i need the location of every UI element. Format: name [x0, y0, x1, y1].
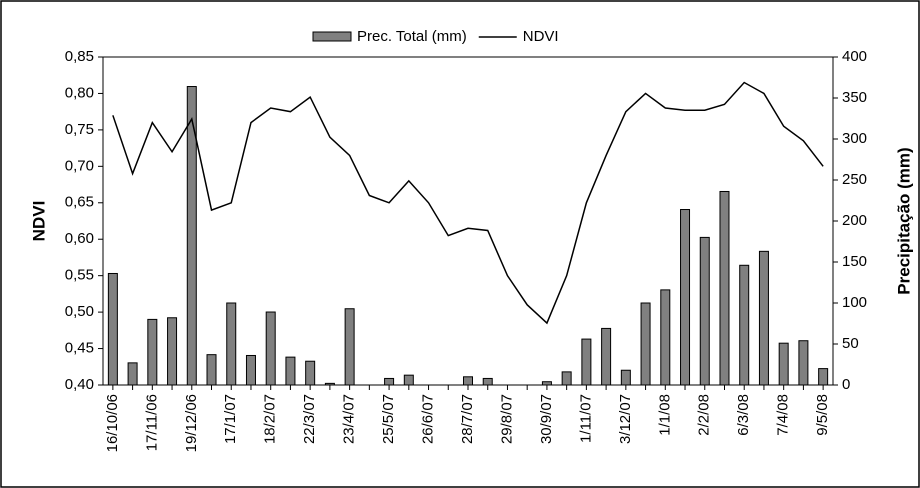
line: [112, 81, 824, 325]
y2-tick-label: 0: [842, 376, 850, 393]
y2-tick-label: 250: [842, 171, 867, 188]
x-tick-label: 17/11/06: [143, 394, 160, 451]
y2-tick-label: 350: [842, 89, 867, 106]
y2-tick-label: 100: [842, 294, 867, 311]
y-tick-label: 0,80: [65, 84, 94, 101]
bar: [581, 338, 592, 386]
bar: [305, 360, 316, 386]
bar: [403, 374, 414, 386]
y-tick-label: 0,55: [65, 267, 94, 284]
y2-tick-label: 50: [842, 335, 859, 352]
bar: [798, 340, 809, 386]
x-tick-label: 25/5/07: [380, 394, 397, 444]
x-tick-label: 19/12/06: [183, 394, 200, 452]
y-tick-label: 0,85: [65, 48, 94, 65]
x-tick-label: 2/2/08: [696, 394, 713, 436]
bar: [147, 318, 158, 386]
bar: [186, 86, 197, 386]
x-tick-label: 1/11/07: [577, 394, 594, 443]
bar: [739, 264, 750, 386]
bar: [660, 289, 671, 386]
bar: [601, 327, 612, 386]
y2-tick-label: 150: [842, 253, 867, 270]
x-tick-label: 30/9/07: [538, 394, 555, 444]
x-tick-label: 16/10/06: [104, 394, 121, 452]
bar: [482, 377, 493, 386]
x-tick-label: 22/3/07: [301, 394, 318, 444]
y-tick-label: 0,50: [65, 303, 94, 320]
bar: [265, 311, 276, 386]
y-tick-label: 0,40: [65, 376, 94, 393]
x-tick-label: 26/6/07: [420, 394, 437, 444]
legend-label: Prec. Total (mm): [357, 28, 467, 45]
y-tick-label: 0,75: [65, 121, 94, 138]
y-axis-title: NDVI: [29, 201, 48, 242]
bar: [127, 362, 138, 386]
y-tick-label: 0,65: [65, 194, 94, 211]
bar: [344, 308, 355, 386]
bar: [463, 376, 473, 386]
x-tick-label: 17/1/07: [222, 394, 239, 444]
x-tick-label: 28/7/07: [459, 394, 476, 444]
bar: [620, 369, 631, 386]
bar: [640, 302, 651, 386]
bar: [778, 342, 789, 386]
bar: [226, 302, 237, 386]
y-tick-label: 0,45: [65, 340, 94, 357]
bar: [561, 371, 572, 386]
bar: [541, 381, 552, 386]
bar: [167, 317, 178, 386]
x-tick-label: 1/1/08: [656, 394, 673, 436]
bar: [680, 209, 691, 386]
y2-tick-label: 200: [842, 212, 867, 229]
x-tick-label: 18/2/07: [262, 394, 279, 444]
x-tick-label: 29/8/07: [498, 394, 515, 444]
bar: [245, 354, 256, 386]
bar: [758, 250, 769, 386]
bar: [818, 368, 829, 386]
bar: [285, 356, 296, 386]
legend-label: NDVI: [523, 28, 559, 45]
y2-axis-title: Precipitação (mm): [894, 147, 913, 294]
x-tick-label: 3/12/07: [617, 394, 634, 444]
bar: [107, 272, 118, 386]
bar: [719, 190, 730, 386]
bar: [206, 354, 217, 386]
x-tick-label: 6/3/08: [735, 394, 752, 436]
bar: [384, 377, 395, 386]
x-tick-label: 7/4/08: [775, 394, 792, 436]
y2-tick-label: 300: [842, 130, 867, 147]
y-tick-label: 0,60: [65, 230, 94, 247]
bar: [324, 382, 335, 386]
bar: [699, 236, 710, 386]
x-tick-label: 23/4/07: [341, 394, 358, 444]
y-tick-label: 0,70: [65, 157, 94, 174]
legend-swatch: [312, 31, 352, 42]
y2-tick-label: 400: [842, 48, 867, 65]
x-tick-label: 9/5/08: [814, 394, 831, 436]
